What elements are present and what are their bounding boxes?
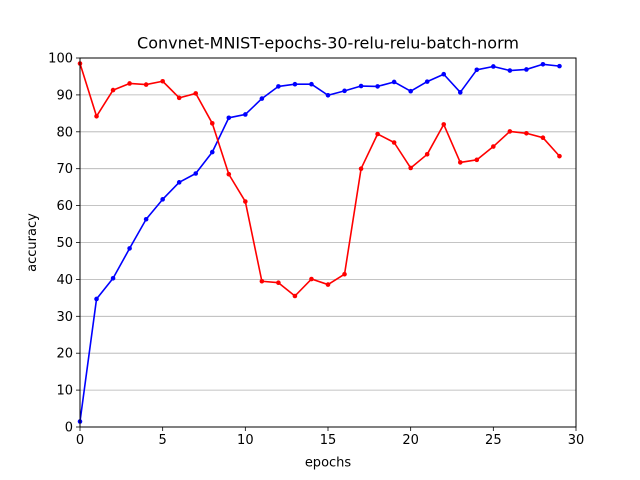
series-2-point (226, 171, 232, 177)
series-1-point (193, 171, 199, 176)
y-tick-label: 30 (56, 310, 73, 325)
series-1-point (259, 96, 265, 101)
series-2-point (143, 82, 149, 87)
series-2-point (276, 280, 281, 286)
y-tick-label: 60 (56, 199, 73, 214)
y-tick-label: 50 (56, 236, 73, 251)
series-2-point (358, 166, 364, 171)
series-2-point (209, 121, 215, 126)
series-1-point (540, 61, 546, 67)
y-tick-label: 90 (56, 88, 73, 103)
y-tick-label: 0 (65, 421, 73, 436)
series-2-point (491, 144, 496, 149)
series-1-point (524, 67, 529, 72)
series-1-point (424, 79, 430, 84)
series-2-point (309, 276, 314, 282)
y-tick-label: 70 (56, 162, 73, 177)
x-tick-label: 0 (76, 433, 84, 448)
series-2-point (160, 78, 165, 84)
series-2-point (424, 152, 430, 157)
series-2-point (457, 160, 463, 165)
y-tick-label: 40 (56, 273, 73, 288)
series-1-point (457, 90, 463, 95)
series-2-point (243, 199, 248, 204)
series-2-point (441, 122, 447, 127)
x-tick-label: 30 (568, 433, 585, 448)
y-tick-label: 20 (56, 347, 73, 362)
series-1-line (79, 63, 560, 422)
series-2-line (79, 63, 561, 297)
series-1-point (292, 81, 298, 87)
series-1-point (160, 197, 165, 202)
x-axis-ticks: 0 5 10 15 20 25 30 (76, 427, 584, 448)
series-1-point (325, 92, 331, 98)
series-2-point (193, 91, 199, 96)
x-tick-label: 25 (485, 433, 502, 448)
series-1-point (342, 88, 347, 94)
series-2-point (342, 271, 347, 277)
series-2-point (540, 135, 546, 141)
series-1-point (491, 64, 496, 69)
x-tick-label: 10 (237, 433, 254, 448)
series-lines (77, 61, 562, 424)
series-1-point (110, 275, 116, 281)
x-tick-label: 15 (320, 433, 337, 448)
x-axis-label: epochs (305, 456, 352, 471)
series-2-point (524, 130, 529, 136)
series-2-point (391, 140, 397, 145)
series-1-point (243, 112, 248, 117)
series-2-point (176, 95, 182, 101)
y-axis-label: accuracy (25, 213, 40, 272)
series-2-point (127, 81, 132, 86)
y-tick-label: 10 (56, 384, 73, 399)
series-2-point (507, 129, 513, 134)
series-1-point (143, 216, 149, 222)
series-2-point (94, 114, 99, 119)
x-tick-label: 20 (402, 433, 419, 448)
series-2-point (375, 131, 380, 137)
series-1-point (276, 84, 281, 89)
series-1-point (507, 68, 513, 73)
series-2-point (557, 153, 562, 159)
series-1-point (309, 81, 314, 87)
series-2-point (292, 293, 298, 299)
chart-title: Convnet-MNIST-epochs-30-relu-relu-batch-… (137, 34, 519, 53)
y-axis-ticks: 0 10 20 30 40 50 60 70 80 90 100 (48, 52, 80, 436)
series-1-point (209, 149, 215, 155)
y-tick-label: 80 (56, 125, 73, 140)
series-1-point (441, 71, 447, 77)
series-1-point (358, 83, 364, 89)
series-1-point (127, 246, 132, 251)
y-tick-label: 100 (48, 52, 73, 67)
series-2-point (325, 282, 331, 287)
series-1-point (557, 63, 562, 69)
series-1-point (408, 88, 413, 94)
series-1-point (94, 296, 99, 302)
series-2-point (408, 165, 413, 171)
series-2-point (259, 278, 265, 284)
series-2-point (474, 157, 480, 163)
series-1-point (474, 67, 480, 73)
series-1-point (375, 84, 380, 89)
series-1-point (176, 180, 182, 185)
series-1-point (226, 115, 232, 121)
series-1-point (391, 79, 397, 85)
x-tick-label: 5 (159, 433, 167, 448)
series-2-point (110, 87, 116, 93)
